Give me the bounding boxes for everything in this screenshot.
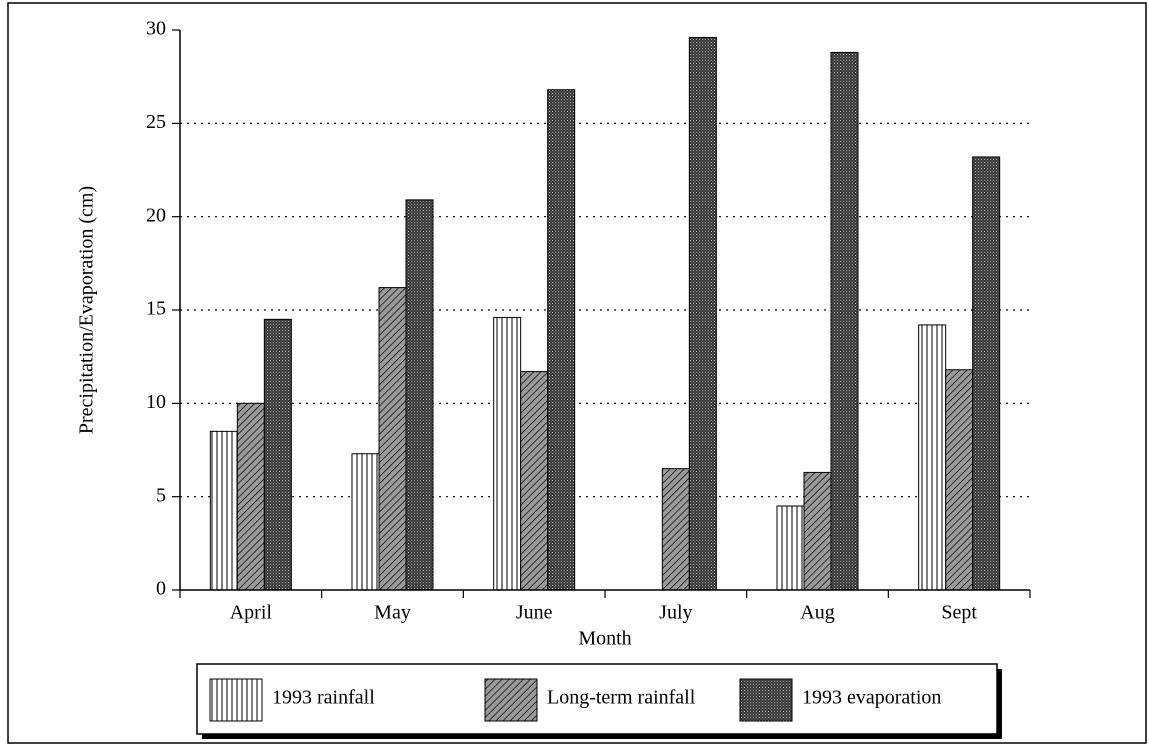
x-tick-label: June bbox=[516, 602, 553, 624]
y-tick-label: 15 bbox=[146, 298, 166, 320]
bar bbox=[688, 36, 717, 591]
x-tick-label: Aug bbox=[800, 602, 834, 624]
bar bbox=[263, 318, 292, 591]
bar bbox=[945, 369, 974, 591]
legend-swatch bbox=[484, 678, 538, 722]
x-tick-label: Sept bbox=[941, 602, 977, 624]
bar bbox=[547, 89, 576, 591]
legend-label: Long-term rainfall bbox=[547, 687, 696, 709]
x-tick-label: May bbox=[374, 602, 411, 624]
legend-label: 1993 evaporation bbox=[802, 687, 941, 709]
legend-swatch bbox=[209, 678, 263, 722]
bar bbox=[830, 51, 859, 591]
bar bbox=[520, 371, 549, 591]
bar bbox=[405, 199, 434, 591]
legend-swatch bbox=[739, 678, 793, 722]
x-tick-label: April bbox=[230, 602, 273, 624]
legend-label: 1993 rainfall bbox=[272, 687, 375, 709]
y-tick-label: 10 bbox=[146, 391, 166, 413]
frame bbox=[7, 2, 1147, 744]
y-axis-label: Precipitation/Evaporation (cm) bbox=[76, 186, 98, 434]
bar bbox=[918, 324, 947, 591]
bar bbox=[378, 287, 407, 591]
bar bbox=[972, 156, 1001, 591]
x-axis-label: Month bbox=[578, 628, 631, 650]
y-tick-label: 0 bbox=[156, 578, 166, 600]
bar bbox=[803, 471, 832, 591]
bar bbox=[493, 316, 522, 591]
bar bbox=[661, 468, 690, 591]
legend bbox=[196, 663, 998, 735]
y-tick-label: 30 bbox=[146, 18, 166, 40]
x-tick-label: July bbox=[659, 602, 692, 624]
bar bbox=[209, 430, 238, 591]
y-tick-label: 5 bbox=[156, 484, 166, 506]
bar bbox=[351, 453, 380, 591]
bar bbox=[776, 505, 805, 591]
bar bbox=[236, 402, 265, 591]
y-tick-label: 25 bbox=[146, 111, 166, 133]
y-tick-label: 20 bbox=[146, 204, 166, 226]
